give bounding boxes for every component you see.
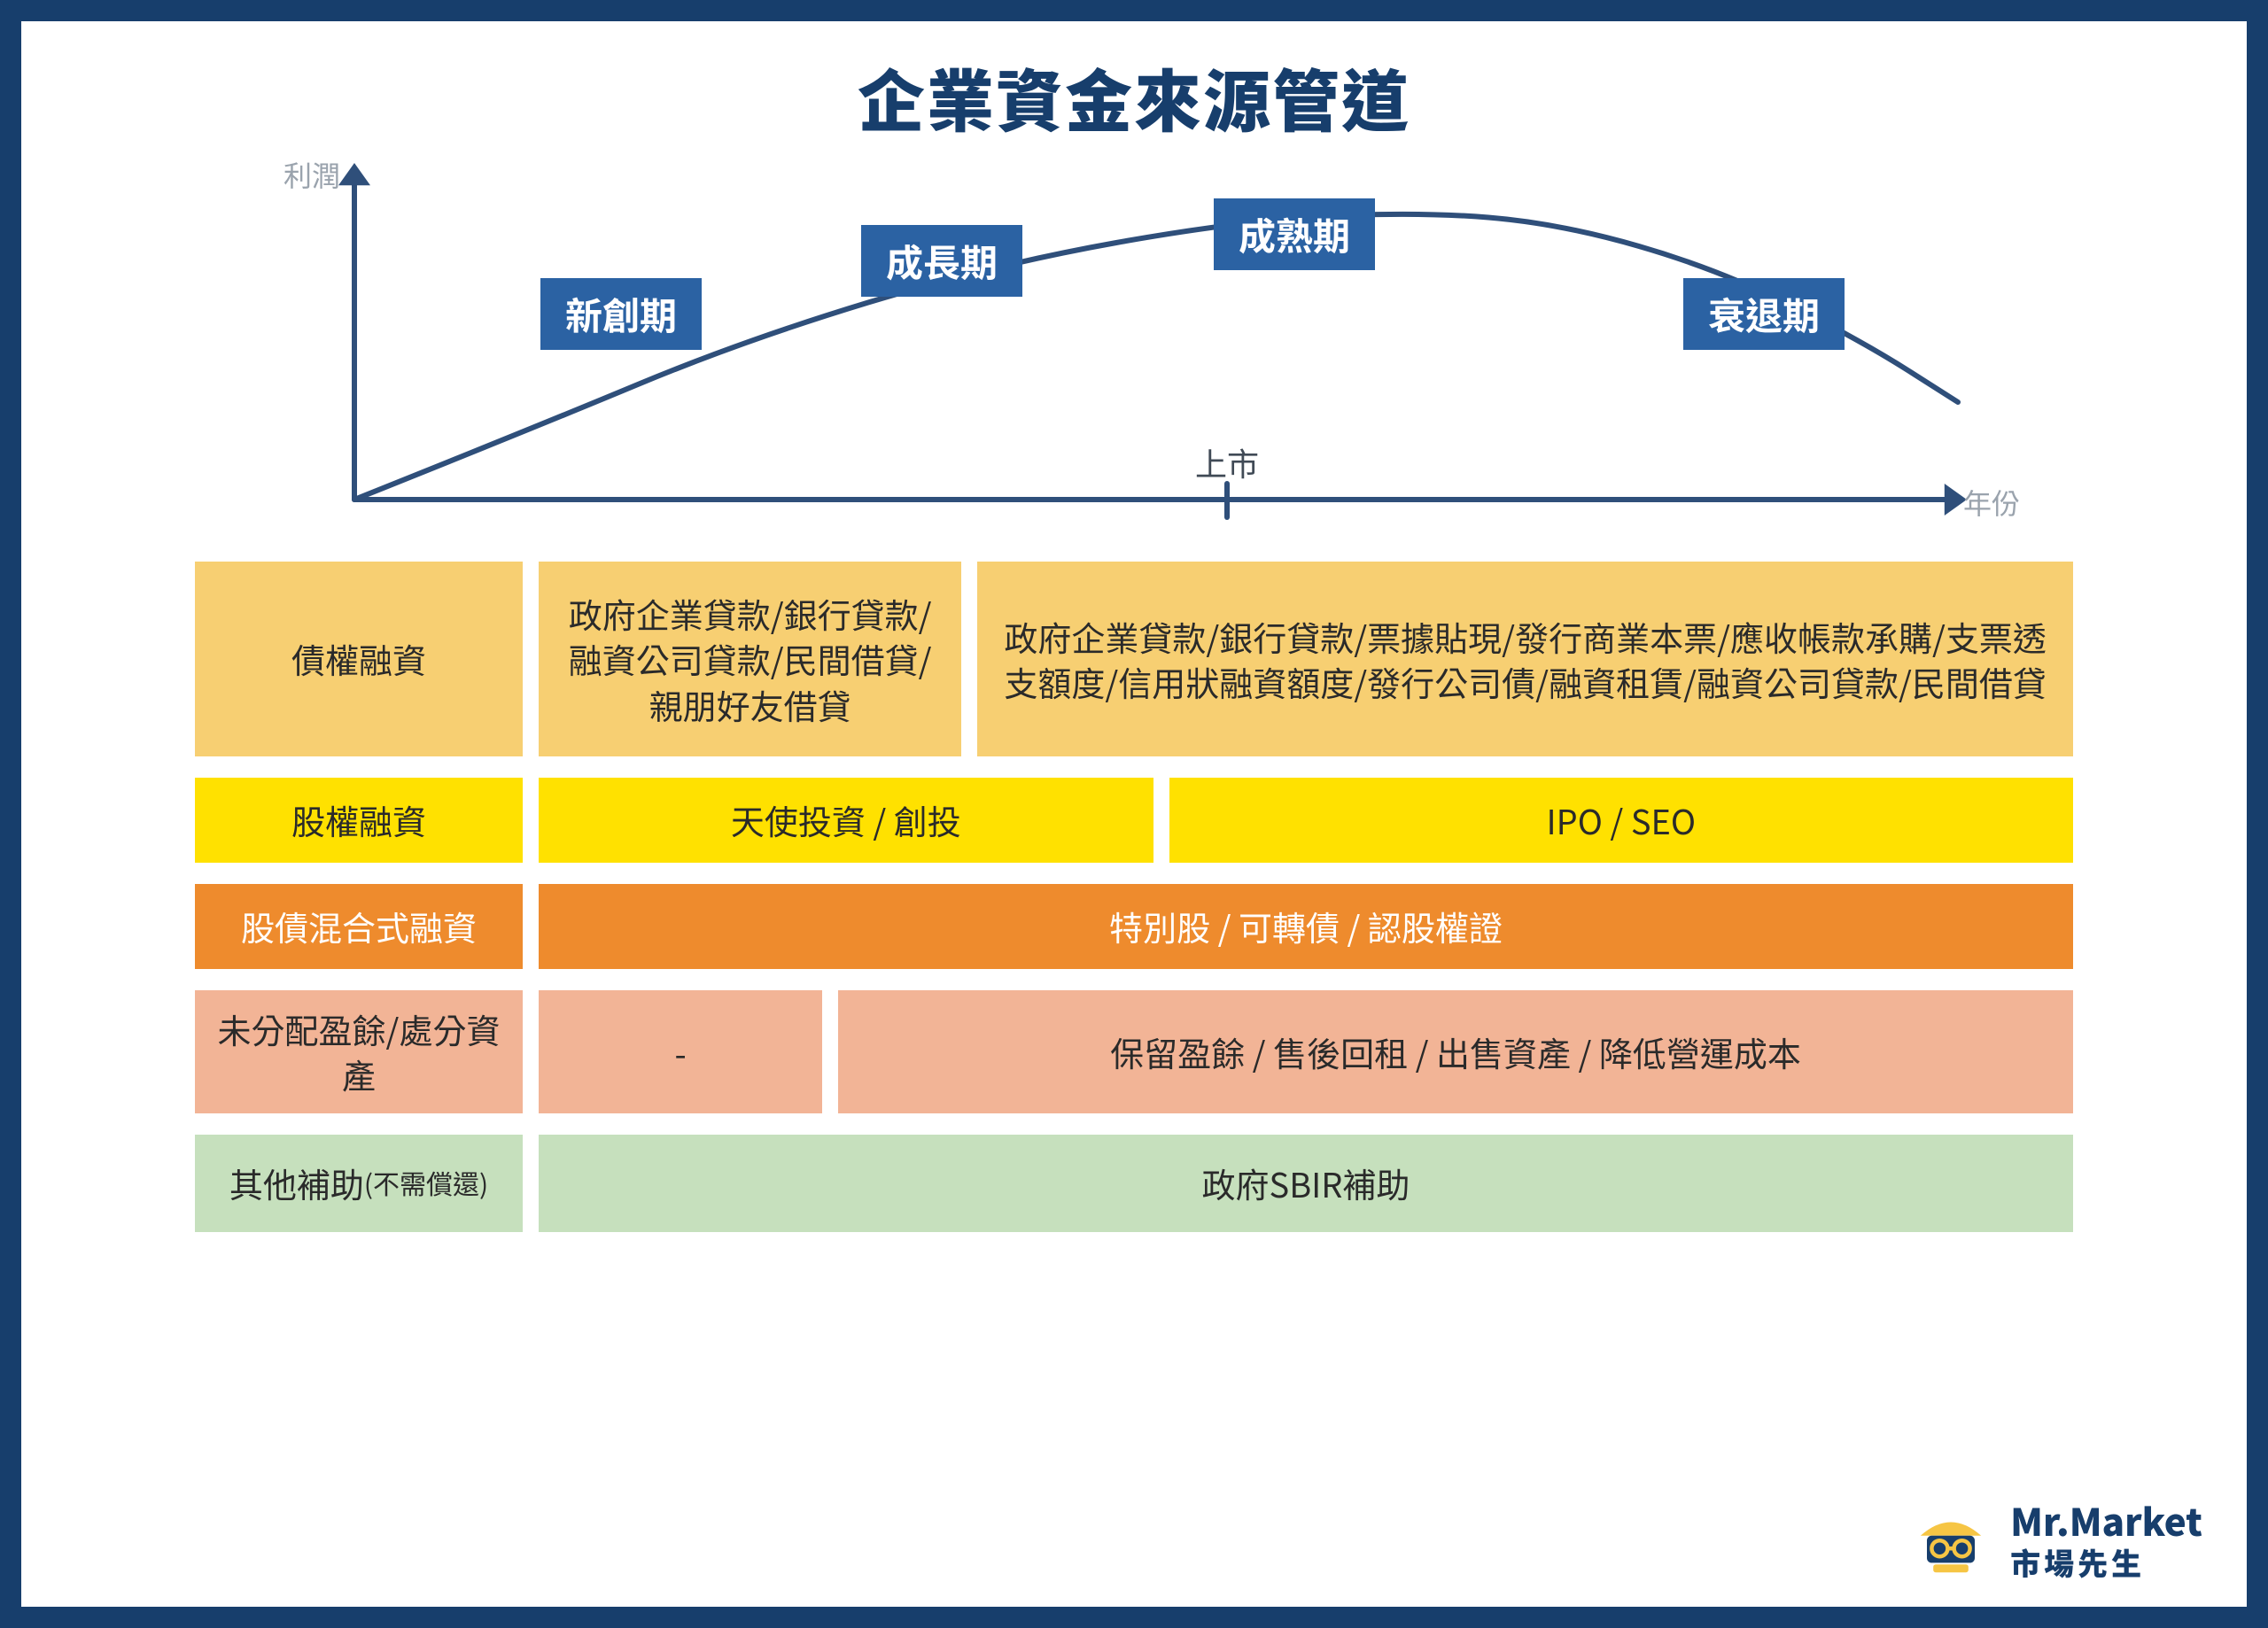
table-row: 股債混合式融資特別股 / 可轉債 / 認股權證 — [195, 884, 2073, 969]
table-row: 股權融資天使投資 / 創投IPO / SEO — [195, 778, 2073, 863]
table-row: 其他補助(不需償還)政府SBIR補助 — [195, 1135, 2073, 1232]
row-header: 其他補助(不需償還) — [195, 1135, 523, 1232]
x-axis-label: 年份 — [1963, 482, 2020, 523]
ipo-label: 上市 — [1195, 439, 1259, 485]
y-axis-label: 利潤 — [284, 154, 340, 195]
row-header: 股債混合式融資 — [195, 884, 523, 969]
row-header: 債權融資 — [195, 562, 523, 756]
row-cell: 政府企業貸款/銀行貸款/票據貼現/發行商業本票/應收帳款承購/支票透支額度/信用… — [977, 562, 2073, 756]
stage-badge: 成長期 — [861, 225, 1022, 297]
row-cell: - — [539, 990, 822, 1113]
page-title: 企業資金來源管道 — [57, 48, 2211, 145]
stage-badge: 新創期 — [540, 278, 702, 350]
row-cell: 特別股 / 可轉債 / 認股權證 — [539, 884, 2073, 969]
lifecycle-chart: 利潤 年份 上市 新創期成長期成熟期衰退期 — [301, 163, 1967, 535]
logo-icon — [1911, 1502, 1991, 1582]
table-row: 未分配盈餘/處分資產-保留盈餘 / 售後回租 / 出售資產 / 降低營運成本 — [195, 990, 2073, 1113]
infographic-frame: 企業資金來源管道 利潤 年份 上市 新創期成長期成熟期衰退期 債權融資政府企業貸… — [0, 0, 2268, 1628]
row-header: 股權融資 — [195, 778, 523, 863]
funding-table: 債權融資政府企業貸款/銀行貸款/融資公司貸款/民間借貸/親朋好友借貸政府企業貸款… — [195, 562, 2073, 1232]
row-cell: 政府SBIR補助 — [539, 1135, 2073, 1232]
stage-badge: 衰退期 — [1683, 278, 1845, 350]
logo-line1: Mr.Market — [2010, 1501, 2202, 1540]
logo-text: Mr.Market 市場先生 — [2010, 1501, 2202, 1584]
row-cell: 政府企業貸款/銀行貸款/融資公司貸款/民間借貸/親朋好友借貸 — [539, 562, 961, 756]
table-row: 債權融資政府企業貸款/銀行貸款/融資公司貸款/民間借貸/親朋好友借貸政府企業貸款… — [195, 562, 2073, 756]
row-header: 未分配盈餘/處分資產 — [195, 990, 523, 1113]
stage-badge: 成熟期 — [1214, 198, 1375, 270]
brand-logo: Mr.Market 市場先生 — [1911, 1501, 2202, 1584]
row-cell: IPO / SEO — [1169, 778, 2073, 863]
row-cell: 保留盈餘 / 售後回租 / 出售資產 / 降低營運成本 — [838, 990, 2073, 1113]
row-cell: 天使投資 / 創投 — [539, 778, 1153, 863]
